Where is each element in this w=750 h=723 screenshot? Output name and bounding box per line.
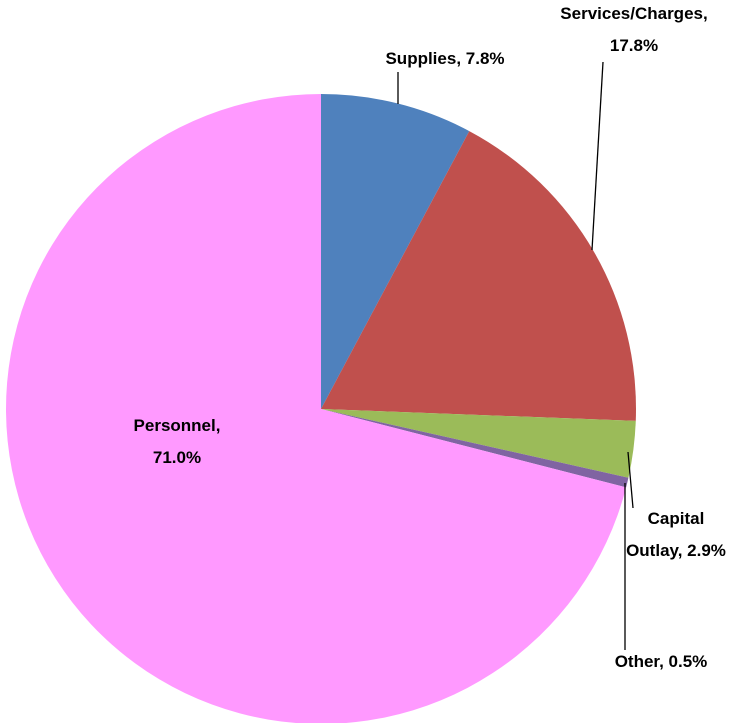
pie-slice <box>321 409 636 478</box>
leader-line <box>591 61 604 251</box>
pie-slice <box>321 409 629 488</box>
pie-slice <box>321 131 636 421</box>
data-label: Supplies, 7.8% <box>385 49 504 68</box>
data-label: Other, 0.5% <box>615 652 708 671</box>
data-label: Capital Outlay, 2.9% <box>626 509 726 560</box>
pie-slice <box>321 94 470 409</box>
leader-line <box>627 451 634 509</box>
data-label: Personnel, 71.0% <box>134 416 221 467</box>
pie-slice <box>6 94 627 723</box>
data-label: Services/Charges, 17.8% <box>560 4 707 55</box>
